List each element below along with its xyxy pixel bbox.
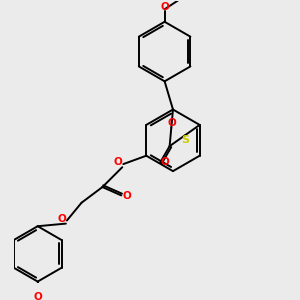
Text: O: O xyxy=(160,158,169,167)
Text: O: O xyxy=(160,2,169,12)
Text: O: O xyxy=(33,292,42,300)
Text: O: O xyxy=(58,214,66,224)
Text: O: O xyxy=(168,118,177,128)
Text: O: O xyxy=(114,157,123,167)
Text: O: O xyxy=(122,191,131,202)
Text: S: S xyxy=(182,135,190,145)
